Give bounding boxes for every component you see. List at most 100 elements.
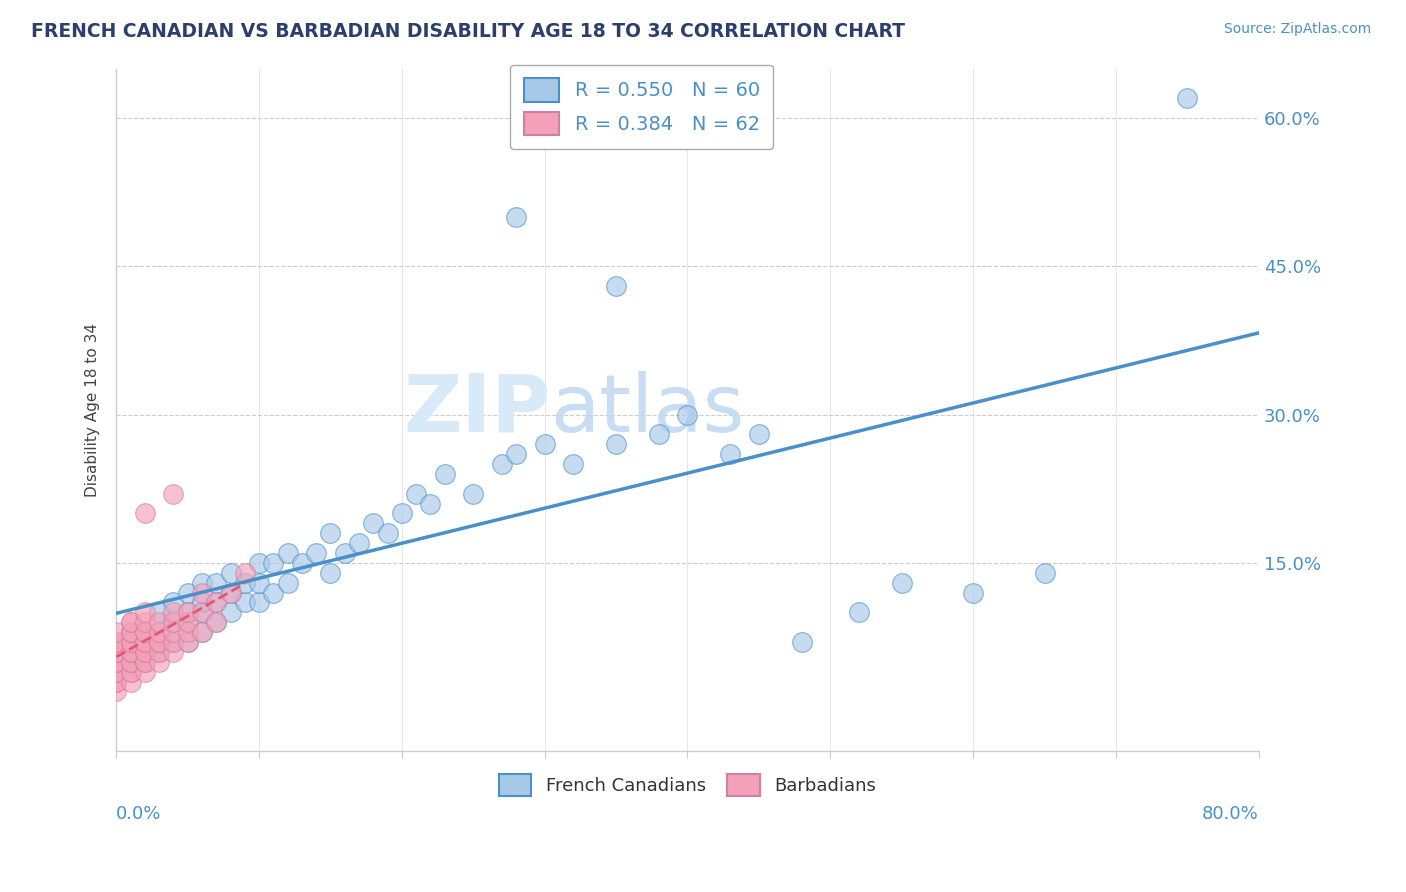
Point xyxy=(105,635,128,649)
Point xyxy=(176,585,198,599)
Point xyxy=(962,585,984,599)
Point xyxy=(162,595,184,609)
Point xyxy=(120,655,142,669)
Point xyxy=(262,585,284,599)
Text: ZIP: ZIP xyxy=(404,370,550,449)
Text: FRENCH CANADIAN VS BARBADIAN DISABILITY AGE 18 TO 34 CORRELATION CHART: FRENCH CANADIAN VS BARBADIAN DISABILITY … xyxy=(31,22,905,41)
Point xyxy=(191,595,214,609)
Point xyxy=(505,447,527,461)
Point xyxy=(148,615,170,630)
Point xyxy=(134,605,156,619)
Point xyxy=(162,635,184,649)
Text: 0.0%: 0.0% xyxy=(117,805,162,823)
Point xyxy=(505,210,527,224)
Text: atlas: atlas xyxy=(550,370,745,449)
Point xyxy=(463,486,485,500)
Point xyxy=(105,665,128,679)
Point xyxy=(162,615,184,630)
Point xyxy=(191,585,214,599)
Point xyxy=(219,585,242,599)
Point xyxy=(176,635,198,649)
Point xyxy=(405,486,427,500)
Point xyxy=(191,605,214,619)
Point xyxy=(148,625,170,640)
Point xyxy=(233,566,256,580)
Point xyxy=(120,655,142,669)
Point xyxy=(134,625,156,640)
Point xyxy=(433,467,456,481)
Point xyxy=(105,684,128,698)
Point xyxy=(176,615,198,630)
Point xyxy=(1175,91,1198,105)
Point xyxy=(134,655,156,669)
Point xyxy=(134,635,156,649)
Point xyxy=(105,645,128,659)
Point xyxy=(377,526,399,541)
Point xyxy=(134,645,156,659)
Point xyxy=(120,615,142,630)
Point xyxy=(533,437,555,451)
Point xyxy=(419,497,441,511)
Point xyxy=(277,546,299,560)
Point xyxy=(890,575,912,590)
Point xyxy=(219,566,242,580)
Point xyxy=(333,546,356,560)
Point xyxy=(176,635,198,649)
Point xyxy=(134,645,156,659)
Point xyxy=(105,655,128,669)
Point xyxy=(391,507,413,521)
Point xyxy=(134,615,156,630)
Point xyxy=(347,536,370,550)
Point xyxy=(148,625,170,640)
Point xyxy=(120,635,142,649)
Point xyxy=(120,645,142,659)
Point xyxy=(562,457,585,471)
Point xyxy=(105,674,128,689)
Point xyxy=(205,575,228,590)
Point xyxy=(233,575,256,590)
Point xyxy=(162,615,184,630)
Y-axis label: Disability Age 18 to 34: Disability Age 18 to 34 xyxy=(86,323,100,497)
Point xyxy=(134,665,156,679)
Point xyxy=(790,635,813,649)
Point xyxy=(120,615,142,630)
Point xyxy=(134,655,156,669)
Point xyxy=(247,595,270,609)
Point xyxy=(148,645,170,659)
Point xyxy=(277,575,299,590)
Point xyxy=(676,408,699,422)
Point xyxy=(120,655,142,669)
Point xyxy=(305,546,328,560)
Point xyxy=(191,605,214,619)
Point xyxy=(247,556,270,570)
Point xyxy=(748,427,770,442)
Point xyxy=(120,665,142,679)
Point xyxy=(162,486,184,500)
Point xyxy=(176,615,198,630)
Point xyxy=(319,566,342,580)
Point xyxy=(491,457,513,471)
Point xyxy=(148,655,170,669)
Point xyxy=(120,625,142,640)
Point xyxy=(219,605,242,619)
Point xyxy=(120,674,142,689)
Text: 80.0%: 80.0% xyxy=(1202,805,1258,823)
Point xyxy=(105,645,128,659)
Point xyxy=(233,595,256,609)
Legend: French Canadians, Barbadians: French Canadians, Barbadians xyxy=(492,766,883,803)
Point xyxy=(205,615,228,630)
Point xyxy=(120,625,142,640)
Point xyxy=(191,575,214,590)
Point xyxy=(148,635,170,649)
Point xyxy=(105,635,128,649)
Point xyxy=(605,279,627,293)
Point xyxy=(648,427,671,442)
Point xyxy=(191,625,214,640)
Point xyxy=(134,645,156,659)
Point xyxy=(105,645,128,659)
Point xyxy=(219,585,242,599)
Point xyxy=(120,625,142,640)
Point xyxy=(105,674,128,689)
Point xyxy=(247,575,270,590)
Point xyxy=(120,635,142,649)
